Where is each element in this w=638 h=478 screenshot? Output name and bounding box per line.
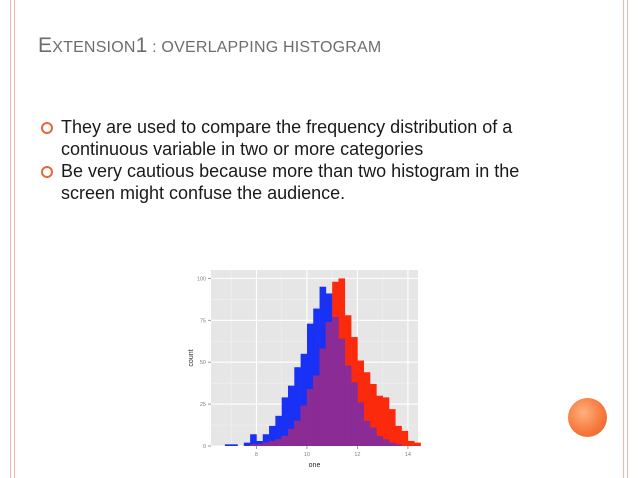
histogram-bar bbox=[275, 415, 282, 446]
y-tick-label: 25 bbox=[200, 402, 206, 408]
histogram-overlap-bar bbox=[306, 389, 314, 446]
histogram-bar bbox=[256, 440, 264, 446]
x-tick-label: 14 bbox=[405, 452, 411, 458]
title-number: 1 bbox=[135, 34, 148, 57]
histogram-overlap-bar bbox=[313, 375, 320, 446]
histogram-bar bbox=[287, 385, 295, 446]
histogram-bar bbox=[376, 395, 383, 446]
histogram-bar bbox=[300, 353, 308, 446]
histogram-overlap-bar bbox=[294, 420, 301, 446]
slide-title: EXTENSION1 : OVERLAPPING HISTOGRAM bbox=[38, 34, 381, 58]
histogram-bar bbox=[306, 323, 314, 446]
bullet-circle-icon bbox=[41, 122, 53, 134]
histogram-overlap-bar bbox=[370, 427, 377, 446]
y-tick-label: 0 bbox=[203, 444, 206, 450]
title-part-1: XTENSION bbox=[52, 39, 136, 56]
histogram-overlap-bar bbox=[275, 439, 282, 446]
histogram-overlap-bar bbox=[300, 405, 308, 446]
histogram-overlap-bar bbox=[269, 440, 276, 446]
histogram-bar bbox=[370, 383, 377, 446]
histogram-bar bbox=[250, 434, 257, 446]
histogram-bar bbox=[243, 442, 251, 446]
histogram-bar bbox=[262, 434, 270, 446]
y-tick-label: 75 bbox=[200, 318, 206, 324]
decorative-orb-icon bbox=[568, 398, 607, 437]
y-tick-label: 50 bbox=[200, 360, 206, 366]
histogram-bar bbox=[407, 440, 415, 446]
histogram-bar bbox=[382, 397, 390, 446]
y-tick-label: 100 bbox=[197, 276, 206, 282]
bullet-item: Be very cautious because more than two h… bbox=[40, 160, 560, 204]
histogram-overlap-bar bbox=[332, 316, 339, 446]
histogram-overlap-bar bbox=[357, 402, 365, 446]
title-initial: E bbox=[38, 34, 53, 57]
histogram-overlap-bar bbox=[325, 321, 333, 446]
histogram-overlap-bar bbox=[351, 382, 358, 446]
title-part-2: : OVERLAPPING HISTOGRAM bbox=[147, 39, 382, 56]
histogram-overlap-bar bbox=[319, 348, 327, 446]
histogram-overlap-bar bbox=[250, 444, 257, 446]
histogram-overlap-bar bbox=[363, 420, 371, 446]
histogram-bar bbox=[281, 397, 289, 446]
bullet-text: They are used to compare the frequency d… bbox=[61, 117, 513, 159]
histogram-overlap-bar bbox=[256, 444, 264, 446]
bullet-text: Be very cautious because more than two h… bbox=[61, 161, 520, 203]
histogram-overlap-bar bbox=[262, 442, 270, 446]
histogram-bar bbox=[414, 442, 421, 446]
histogram-bar bbox=[363, 372, 371, 446]
histogram-overlap-bar bbox=[388, 442, 396, 446]
histogram-overlap-bar bbox=[344, 365, 352, 446]
histogram-bar bbox=[224, 444, 232, 446]
histogram-overlap-bar bbox=[287, 429, 295, 446]
x-tick-label: 8 bbox=[255, 452, 258, 458]
overlapping-histogram-chart: 0 25 50 75 100 8 10 12 14 count one bbox=[188, 270, 421, 469]
left-border-line-inner bbox=[14, 0, 15, 478]
bullet-item: They are used to compare the frequency d… bbox=[40, 116, 560, 160]
histogram-bar bbox=[231, 444, 238, 446]
right-border-line bbox=[623, 0, 624, 478]
bullet-circle-icon bbox=[41, 166, 53, 178]
histogram-bar bbox=[388, 409, 396, 446]
x-tick-label: 12 bbox=[354, 452, 360, 458]
histogram-bar bbox=[294, 367, 301, 446]
bullet-list: They are used to compare the frequency d… bbox=[40, 116, 560, 204]
histogram-bar bbox=[395, 425, 402, 446]
histogram-overlap-bar bbox=[382, 439, 390, 446]
x-tick-label: 10 bbox=[304, 452, 310, 458]
histogram-overlap-bar bbox=[281, 435, 289, 446]
histogram-overlap-bar bbox=[395, 444, 402, 446]
left-border-line bbox=[10, 0, 11, 478]
right-border-line-outer bbox=[627, 0, 628, 478]
y-axis-label: count bbox=[188, 349, 195, 366]
x-axis-label: one bbox=[309, 462, 321, 469]
histogram-bar bbox=[401, 430, 409, 446]
histogram-overlap-bar bbox=[376, 435, 383, 446]
histogram-overlap-bar bbox=[338, 338, 346, 446]
histogram-bar bbox=[269, 425, 276, 446]
